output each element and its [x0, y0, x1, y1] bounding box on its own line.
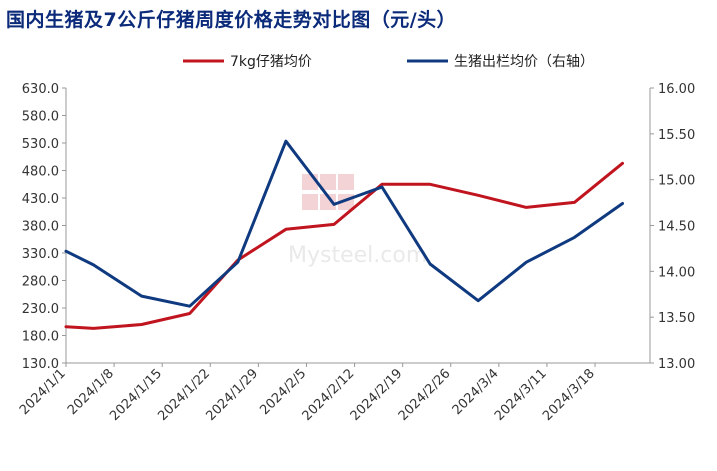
left-tick-label: 130.0 — [22, 357, 59, 372]
left-tick-label: 380.0 — [22, 220, 59, 235]
left-tick-label: 480.0 — [22, 165, 59, 180]
series-line-2 — [64, 139, 624, 308]
right-tick-label: 16.00 — [658, 82, 695, 97]
watermark-logo: Mysteel.com — [288, 174, 427, 268]
x-tick-label: 2024/2/26 — [396, 366, 454, 424]
legend-label-2: 生猪出栏均价（右轴） — [454, 54, 594, 70]
right-tick-label: 13.50 — [658, 311, 695, 326]
right-tick-label: 14.00 — [658, 265, 695, 280]
left-tick-label: 530.0 — [22, 137, 59, 152]
right-tick-label: 15.00 — [658, 174, 695, 189]
chart-title: 国内生猪及7公斤仔猪周度价格走势对比图（元/头） — [6, 9, 457, 31]
left-tick-label: 330.0 — [22, 247, 59, 262]
left-tick-label: 630.0 — [22, 82, 59, 97]
right-tick-label: 14.50 — [658, 220, 695, 235]
left-tick-label: 430.0 — [22, 192, 59, 207]
x-tick-label: 2024/1/1 — [17, 366, 69, 418]
x-tick-label: 2024/3/18 — [540, 366, 598, 424]
left-tick-label: 180.0 — [22, 330, 59, 345]
svg-text:Mysteel.com: Mysteel.com — [288, 243, 427, 268]
left-tick-label: 230.0 — [22, 302, 59, 317]
left-tick-label: 280.0 — [22, 275, 59, 290]
series-line-1 — [64, 161, 624, 330]
right-tick-label: 15.50 — [658, 128, 695, 143]
left-tick-label: 580.0 — [22, 110, 59, 125]
right-tick-label: 13.00 — [658, 357, 695, 372]
x-tick-label: 2024/1/29 — [203, 366, 261, 424]
legend-label-1: 7kg仔猪均价 — [230, 54, 312, 70]
